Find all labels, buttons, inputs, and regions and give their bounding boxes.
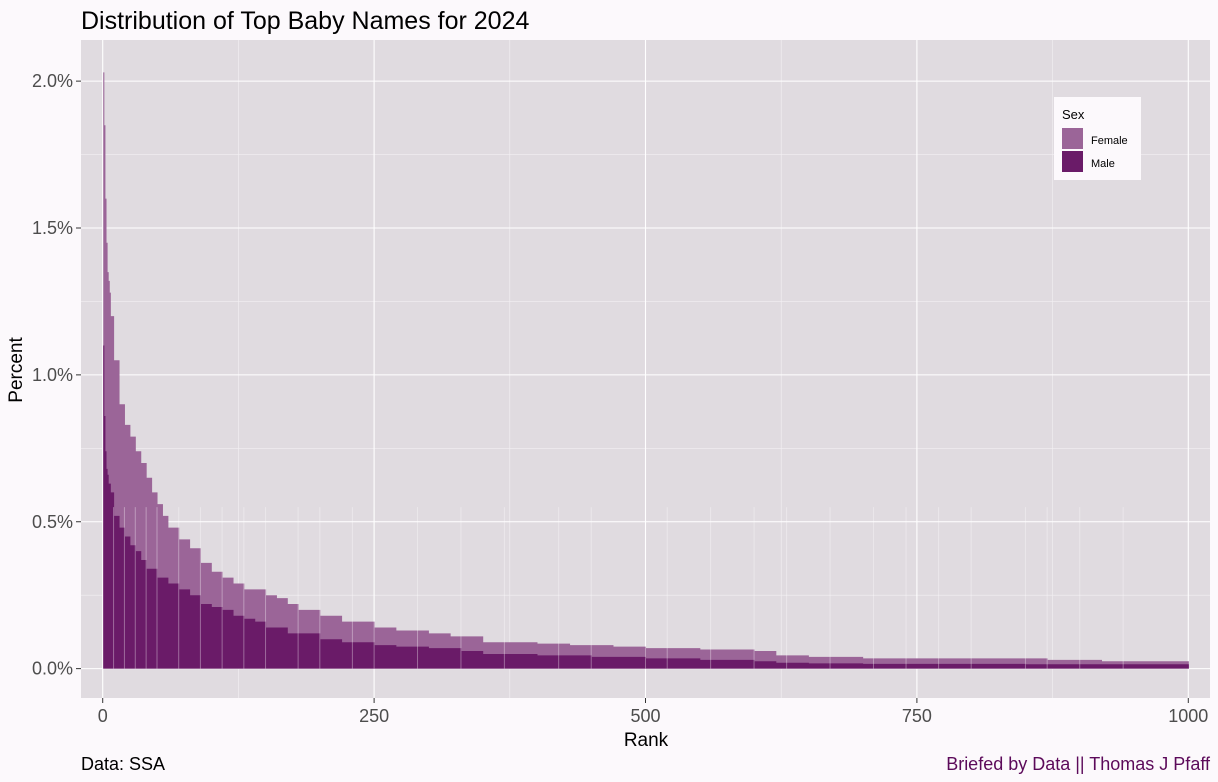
caption-source: Data: SSA (81, 754, 165, 774)
x-tick-label: 0 (98, 706, 108, 726)
x-tick-label: 1000 (1168, 706, 1208, 726)
legend-label-male: Male (1091, 158, 1115, 170)
x-tick-label: 750 (902, 706, 932, 726)
y-tick-label: 0.5% (32, 512, 73, 532)
y-tick-label: 2.0% (32, 71, 73, 91)
y-axis-title: Percent (6, 337, 27, 403)
legend-label-female: Female (1091, 135, 1128, 147)
y-tick-label: 0.0% (32, 659, 73, 679)
legend-swatch-female (1062, 128, 1083, 149)
data-areas (103, 72, 1189, 669)
y-tick-label: 1.5% (32, 218, 73, 238)
x-axis-title: Rank (624, 730, 669, 751)
legend: Sex Female Male (1054, 97, 1141, 180)
axis-ticks: 0 250 500 750 1000 0.0% 0.5% 1.0% 1.5% 2.0% (32, 71, 1208, 726)
legend-title: Sex (1062, 107, 1085, 122)
chart-title: Distribution of Top Baby Names for 2024 (81, 7, 529, 35)
legend-swatch-male (1062, 151, 1083, 172)
area-male (103, 345, 1189, 669)
y-tick-label: 1.0% (32, 365, 73, 385)
caption-credit: Briefed by Data || Thomas J Pfaff (946, 754, 1211, 774)
x-tick-label: 500 (630, 706, 660, 726)
x-tick-label: 250 (359, 706, 389, 726)
